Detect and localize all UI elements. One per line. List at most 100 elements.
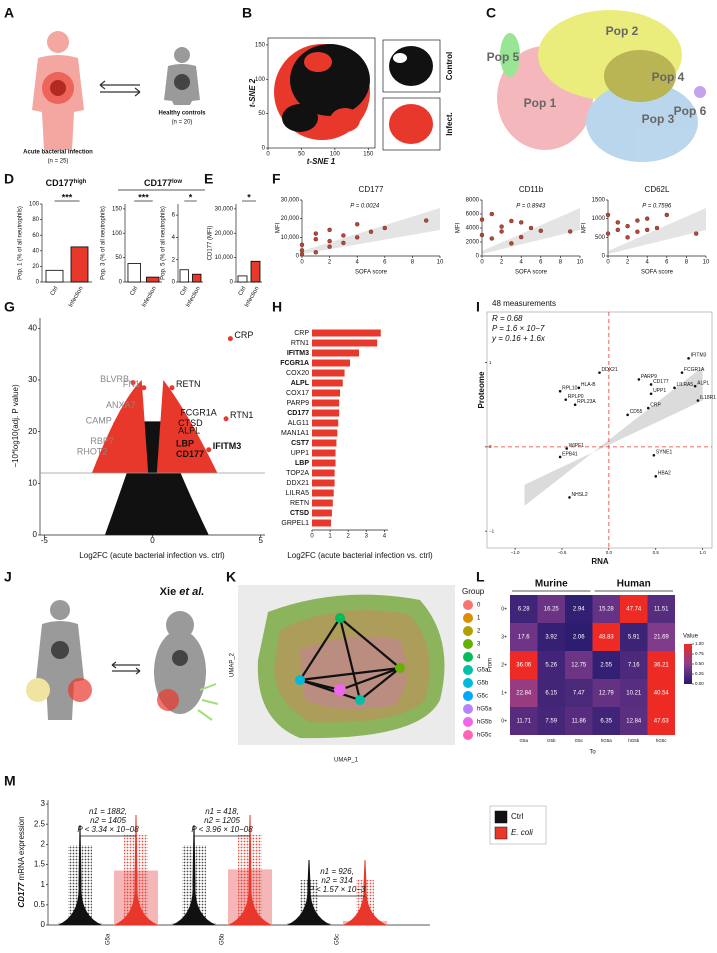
point <box>605 231 611 236</box>
bar <box>312 489 334 497</box>
x-axis-label: SOFA score <box>641 270 674 276</box>
legend-label: 2 <box>477 629 481 635</box>
cell-label: 36.06 <box>516 663 532 669</box>
annotation: n1 = 926, <box>320 867 354 876</box>
panel-label: K <box>226 569 236 585</box>
y-tick-label: 10 <box>28 478 37 487</box>
legend-label: 3 <box>477 642 481 648</box>
x-tick-label: 6 <box>539 260 543 266</box>
x-tick-label: 0.5 <box>653 550 660 555</box>
cell-label: 6.15 <box>545 691 557 697</box>
x-axis-label: To <box>589 750 596 756</box>
heat-cell <box>592 595 620 623</box>
x-tick-label: Infection <box>68 286 85 309</box>
cell-label: 11.86 <box>571 719 586 725</box>
point <box>341 240 346 246</box>
gene-point <box>564 398 568 401</box>
heat-cell <box>592 707 620 735</box>
gene-point <box>558 455 562 459</box>
illustration-a <box>32 31 200 150</box>
bar <box>312 389 341 397</box>
category-label: RTN1 <box>291 340 309 347</box>
legend-swatch <box>463 704 473 714</box>
gene-point <box>696 399 700 402</box>
legend-label: G5b <box>477 681 489 687</box>
x-axis-label: SOFA score <box>515 270 548 276</box>
category-label: CTSD <box>290 510 309 517</box>
point <box>538 228 543 234</box>
gene-label: UPP1 <box>653 388 666 394</box>
x-tick-label: 2 <box>626 260 630 266</box>
point <box>327 244 332 249</box>
annotation: n1 = 418, <box>205 807 239 816</box>
x-tick-label: 0 <box>310 534 314 540</box>
gene-label: RHOT2 <box>77 446 108 456</box>
bar <box>192 273 202 283</box>
y-tick-label: 2.5 <box>34 819 46 828</box>
legend-title: Group <box>462 587 485 596</box>
gene-label: FN1 <box>123 379 140 389</box>
annotation: P < 1.57 × 10−3 <box>309 885 366 894</box>
x-tick-label: 10 <box>437 260 444 266</box>
y-axis-label: Pop. 3 (% of all neutrophils) <box>101 206 107 280</box>
point <box>509 241 514 246</box>
gene-label: CRP <box>650 402 661 408</box>
cell-label: 6.28 <box>518 607 530 613</box>
category-label: ALG11 <box>288 420 309 427</box>
legend-label: hG5b <box>477 720 492 726</box>
y-tick-label: 0 <box>230 280 234 286</box>
point <box>568 229 573 234</box>
gene-point <box>171 424 177 429</box>
gene-label: CD177 <box>653 379 669 385</box>
x-axis-label: UMAP_1 <box>334 758 359 764</box>
point <box>424 218 429 223</box>
category-label: CRP <box>294 330 309 337</box>
legend-label: E. coli <box>511 828 533 837</box>
gene-label: EPB41 <box>562 451 578 457</box>
legend-swatch <box>463 613 473 623</box>
x-tick-label: 10 <box>577 260 584 266</box>
gene-point <box>558 389 562 393</box>
y-tick-label: 1000 <box>592 216 606 222</box>
population-label: Pop 3 <box>642 112 675 126</box>
significance: * <box>247 192 251 202</box>
heat-cell <box>647 623 675 651</box>
x-axis-label: Log2FC (acute bacterial infection vs. ct… <box>79 551 225 560</box>
x-tick-label: 0 <box>300 260 304 266</box>
y-axis-label: MFI <box>276 223 282 234</box>
category-label: RETN <box>290 500 309 507</box>
cell-label: 5.91 <box>628 635 640 641</box>
legend-label: hG5c <box>477 733 491 739</box>
gene-point <box>652 453 656 457</box>
row-label: 2+ <box>501 662 507 668</box>
y-tick-label: 50 <box>258 111 265 117</box>
cell-label: 17.6 <box>518 635 530 641</box>
x-tick-label: 4 <box>646 260 650 266</box>
legend-swatch <box>463 652 473 662</box>
citation-etal: et al. <box>179 586 204 598</box>
annotation: n2 = 1205 <box>204 816 240 825</box>
significance: *** <box>62 192 73 202</box>
heat-cell <box>565 651 593 679</box>
point-cloud-significant <box>91 380 218 473</box>
y-axis-label: MFI <box>582 223 588 234</box>
panel-label: H <box>272 299 282 315</box>
header-sup: high <box>74 179 87 185</box>
legend-tick-label: 0.50 <box>695 661 704 666</box>
population-label: Pop 5 <box>487 50 520 64</box>
y-tick-label: 0 <box>296 254 300 260</box>
heat-cell <box>537 623 565 651</box>
cell-label: 7.16 <box>628 663 640 669</box>
heat-cell <box>565 707 593 735</box>
point <box>313 250 318 255</box>
column-label: G5a <box>519 738 528 743</box>
legend-tick-label: 0.00 <box>695 681 704 686</box>
cell-label: 10.21 <box>626 691 642 697</box>
gene-point <box>649 392 653 396</box>
y-tick-label: 10,000 <box>281 235 300 241</box>
y-tick-label: 0 <box>602 254 606 260</box>
y-tick-label: 100 <box>255 77 266 83</box>
x-tick-label: 2 <box>347 534 351 540</box>
category-label: CD177 <box>287 410 309 417</box>
gene-point <box>687 357 690 360</box>
